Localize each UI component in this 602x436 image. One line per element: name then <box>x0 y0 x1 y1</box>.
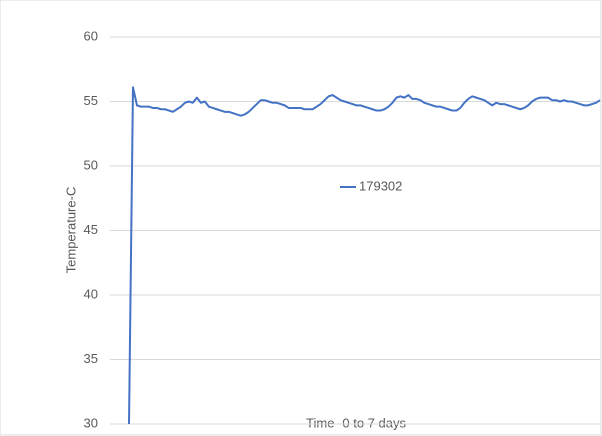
y-tick-label: 40 <box>84 286 98 301</box>
y-tick-label: 60 <box>84 28 98 43</box>
legend-label: 179302 <box>359 178 402 193</box>
y-axis-label: Temperature-C <box>63 187 78 274</box>
y-tick-label: 30 <box>84 415 98 430</box>
data-line <box>128 86 601 425</box>
y-tick-label: 45 <box>84 222 98 237</box>
x-axis-label: Time -0 to 7 days <box>306 415 406 430</box>
y-tick-label: 55 <box>84 93 98 108</box>
y-tick-label: 35 <box>84 351 98 366</box>
y-tick-label: 50 <box>84 157 98 172</box>
